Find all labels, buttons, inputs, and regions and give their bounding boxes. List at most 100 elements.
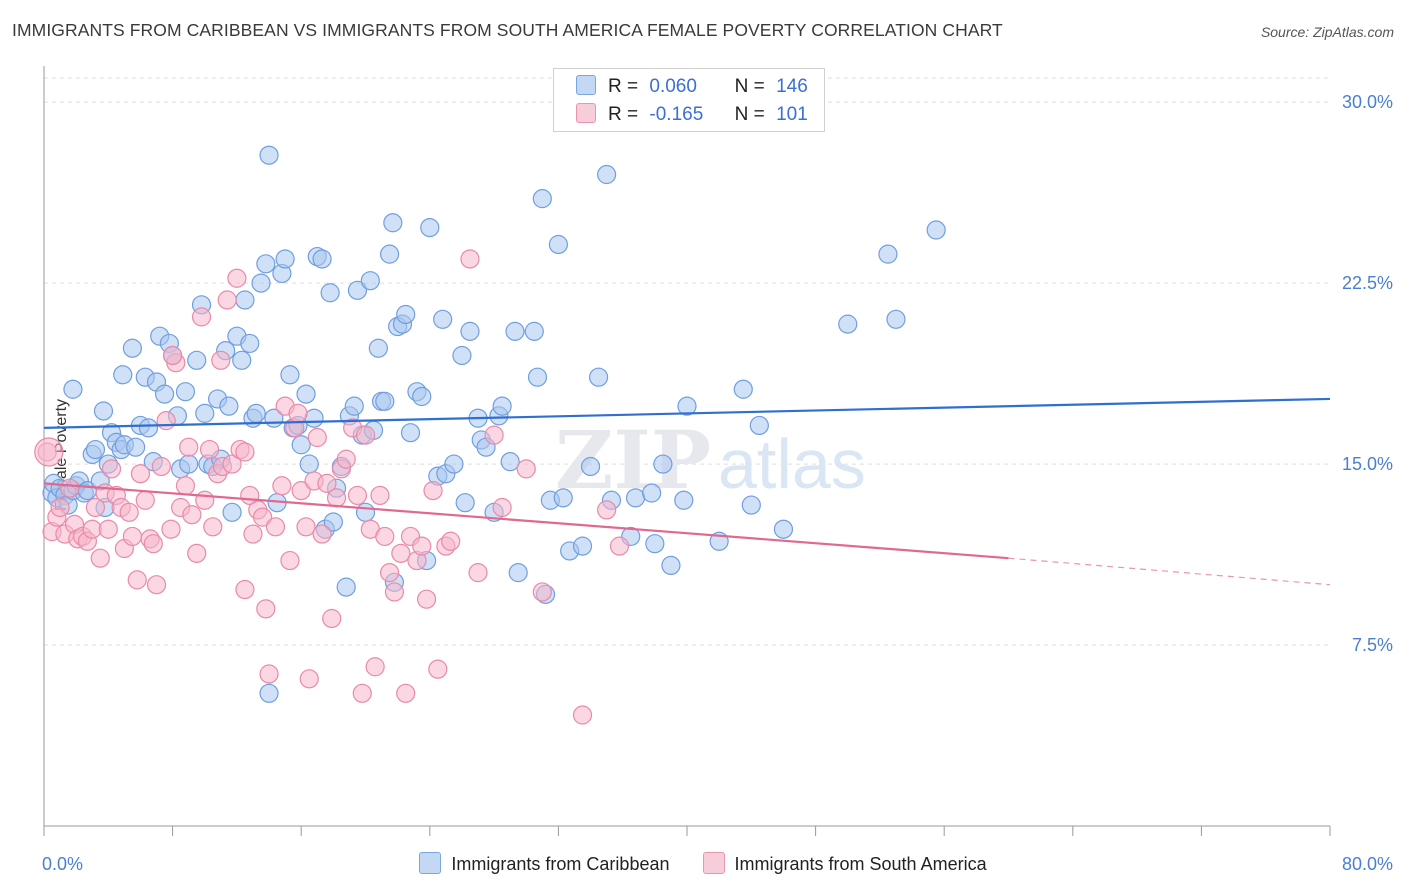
south-america-point [50, 497, 70, 518]
south-america-point [227, 268, 247, 288]
caribbean-point [455, 493, 475, 513]
south-america-point [175, 476, 196, 496]
caribbean-point [500, 452, 520, 472]
south-america-point [195, 490, 215, 510]
stats-row-caribbean: R = 0.060 N = 146 [576, 75, 808, 98]
south-america-point [235, 579, 255, 600]
caribbean-point [380, 244, 400, 264]
caribbean-point [625, 488, 646, 508]
caribbean-point [452, 345, 472, 366]
caribbean-point [113, 365, 133, 385]
south-america-point [217, 290, 237, 310]
south-america-point [199, 439, 220, 460]
south-america-trend-line [43, 482, 1009, 560]
caribbean-point [368, 338, 388, 358]
south-america-point [492, 497, 512, 518]
caribbean-point [235, 290, 255, 310]
caribbean-point [320, 283, 340, 303]
south-america-point [441, 531, 461, 551]
south-america-swatch [702, 852, 725, 874]
n-value: 146 [776, 76, 808, 97]
south-america-point [127, 570, 147, 590]
south-america-point [187, 543, 207, 563]
caribbean-point [878, 244, 898, 264]
r-label: R = [608, 76, 639, 97]
caribbean-point [375, 391, 395, 411]
caribbean-point [597, 164, 617, 185]
tick-labels: 7.5% 15.0% 22.5% 30.0% 0.0% 80.0% [42, 92, 1393, 874]
south-america-point [347, 485, 368, 506]
caribbean-point [291, 435, 311, 455]
caribbean-point [420, 218, 440, 238]
south-america-point [265, 517, 286, 537]
caribbean-point [524, 321, 544, 341]
legend-item-south-america[interactable]: Immigrants from South America [702, 852, 987, 875]
south-america-point [317, 473, 337, 493]
south-america-point [90, 548, 110, 568]
stats-legend: R = 0.060 N = 146 R = -0.165 N = 101 [553, 68, 825, 132]
south-america-point [355, 425, 376, 445]
south-america-point [428, 659, 448, 679]
watermark: ZIP atlas [555, 413, 866, 507]
caribbean-point [138, 418, 159, 438]
south-america-point [336, 449, 356, 469]
south-america-point [532, 582, 552, 602]
caribbean-point [355, 502, 376, 522]
r-value: -0.165 [649, 104, 704, 125]
caribbean-point [508, 563, 528, 583]
south-america-point [101, 459, 122, 479]
caribbean-point [232, 350, 252, 370]
series-legend: Immigrants from Caribbean Immigrants fro… [0, 852, 1406, 875]
south-america-point [484, 425, 504, 445]
caribbean-point [505, 321, 525, 341]
caribbean-point [396, 304, 416, 325]
caribbean-point [312, 249, 332, 269]
caribbean-point [733, 379, 753, 399]
south-america-point [288, 403, 308, 423]
caribbean-point [154, 384, 175, 404]
caribbean-point [296, 384, 316, 404]
legend-item-caribbean[interactable]: Immigrants from Caribbean [419, 852, 669, 875]
south-america-point [146, 575, 167, 595]
chart-title: IMMIGRANTS FROM CARIBBEAN VS IMMIGRANTS … [12, 20, 1003, 40]
south-america-point [460, 249, 480, 269]
south-america-point [243, 524, 263, 544]
south-america-point [60, 478, 80, 498]
south-america-point [396, 683, 416, 703]
south-america-point [296, 517, 316, 537]
south-america-point [280, 550, 300, 571]
south-america-point [609, 536, 630, 556]
caribbean-point [240, 333, 260, 354]
south-america-point [34, 437, 64, 467]
n-label: N = [734, 104, 765, 125]
south-america-point [211, 350, 231, 370]
source-label: Source: ZipAtlas.com [1260, 24, 1394, 40]
n-value: 101 [776, 104, 808, 125]
south-america-point [135, 490, 155, 510]
south-america-trend-extension [1008, 557, 1331, 586]
caribbean-point [773, 519, 794, 539]
caribbean-point [93, 401, 114, 421]
caribbean-point [677, 396, 697, 416]
caribbean-point [400, 423, 421, 443]
caribbean-point [275, 249, 295, 269]
south-america-point [156, 411, 176, 431]
south-america-point [203, 517, 223, 537]
caribbean-swatch [419, 852, 442, 874]
x-tick-label: 80.0% [1342, 854, 1393, 874]
caribbean-point [553, 488, 573, 508]
x-tick-label: 0.0% [42, 854, 83, 874]
caribbean-point [344, 396, 364, 416]
caribbean-point [444, 454, 464, 474]
r-value: 0.060 [649, 76, 697, 97]
caribbean-point [251, 273, 271, 293]
south-america-point [182, 505, 202, 525]
caribbean-point [527, 367, 548, 387]
caribbean-point [122, 338, 143, 358]
caribbean-point [886, 309, 906, 329]
south-america-point [272, 476, 292, 496]
caribbean-point [588, 367, 609, 387]
south-america-point [222, 454, 242, 474]
south-america-swatch [576, 103, 596, 123]
